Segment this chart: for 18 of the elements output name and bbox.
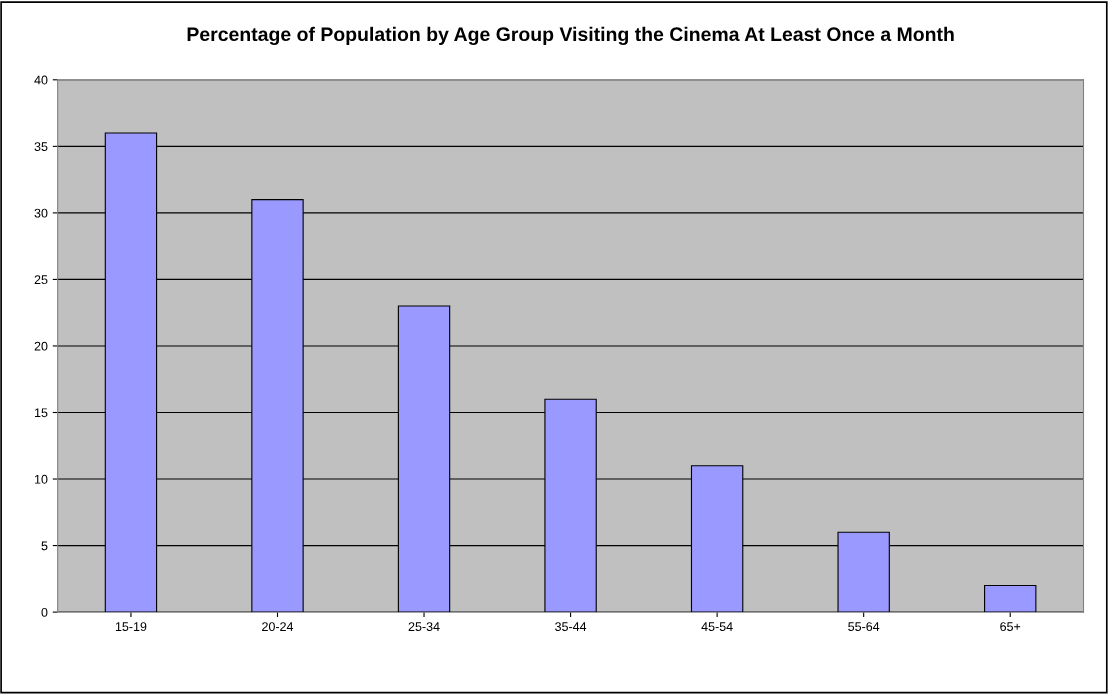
y-tick-label: 30 bbox=[34, 208, 48, 218]
y-tick-label: 25 bbox=[34, 275, 48, 285]
x-tick-label: 20-24 bbox=[262, 622, 294, 632]
y-tick-label: 35 bbox=[34, 142, 48, 151]
x-tick-label: 15-19 bbox=[115, 622, 147, 632]
x-tick-label: 65+ bbox=[1000, 622, 1021, 632]
y-tick-label: 40 bbox=[34, 75, 48, 85]
y-tick-label: 15 bbox=[35, 408, 48, 418]
x-tick-label: 45-54 bbox=[701, 622, 733, 632]
y-tick-label: 10 bbox=[35, 474, 48, 484]
x-tick-label: 25-34 bbox=[408, 622, 440, 632]
y-tick-label: 5 bbox=[41, 541, 48, 551]
x-tick-label: 55-64 bbox=[848, 622, 880, 632]
y-tick-label: 0 bbox=[41, 607, 48, 617]
y-tick-label: 20 bbox=[34, 341, 48, 351]
x-tick-label: 35-44 bbox=[555, 622, 587, 632]
bar bbox=[984, 584, 1037, 613]
chart-title: Percentage of Population by Age Group Visiting the Cinema At Least Once a Month bbox=[187, 26, 954, 46]
